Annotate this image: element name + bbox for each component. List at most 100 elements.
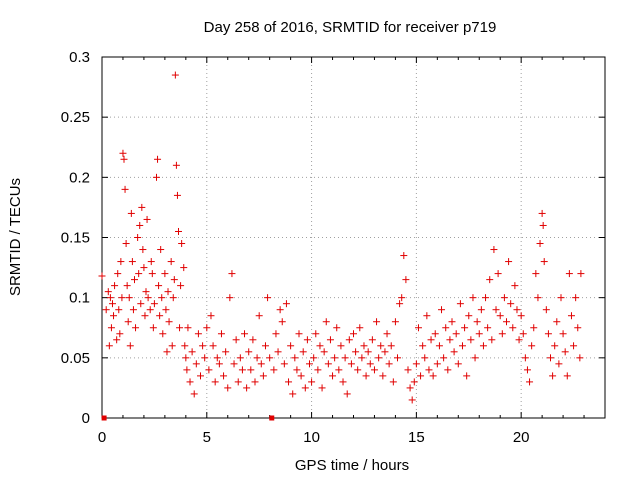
data-point xyxy=(381,348,389,356)
x-tick-label: 0 xyxy=(98,429,106,446)
data-point xyxy=(507,300,515,308)
data-point xyxy=(429,372,437,380)
data-point xyxy=(137,300,145,308)
data-point xyxy=(477,306,485,314)
data-point xyxy=(373,318,381,326)
data-point xyxy=(339,378,347,386)
data-point xyxy=(146,306,154,314)
data-point xyxy=(255,312,263,320)
data-point xyxy=(278,318,286,326)
data-point xyxy=(526,378,534,386)
data-point xyxy=(106,294,114,302)
data-point xyxy=(324,360,332,368)
data-point xyxy=(410,378,418,386)
data-point xyxy=(511,282,519,290)
data-point xyxy=(188,348,196,356)
data-point xyxy=(417,372,425,380)
data-point xyxy=(299,348,307,356)
data-point xyxy=(438,306,446,314)
data-point xyxy=(211,378,219,386)
data-point xyxy=(172,161,180,169)
data-point xyxy=(285,378,293,386)
data-point xyxy=(406,384,414,392)
data-point xyxy=(414,324,422,332)
data-point xyxy=(213,354,221,362)
data-point xyxy=(475,330,483,338)
data-point xyxy=(253,354,261,362)
data-point xyxy=(329,372,337,380)
data-point xyxy=(519,330,527,338)
data-point xyxy=(138,203,146,211)
data-point xyxy=(561,348,569,356)
data-point xyxy=(431,330,439,338)
data-point xyxy=(119,149,127,157)
data-point xyxy=(163,348,171,356)
data-point xyxy=(126,342,134,350)
data-point xyxy=(178,240,186,248)
data-point xyxy=(203,324,211,332)
data-point xyxy=(257,360,265,368)
data-point xyxy=(308,378,316,386)
data-point xyxy=(316,342,324,350)
data-point xyxy=(251,378,259,386)
data-point xyxy=(154,155,162,163)
data-point xyxy=(448,318,456,326)
data-point xyxy=(102,306,110,314)
data-point xyxy=(444,366,452,374)
data-point xyxy=(111,282,119,290)
data-point xyxy=(282,300,290,308)
data-point xyxy=(197,372,205,380)
data-point xyxy=(194,330,202,338)
data-point xyxy=(352,348,360,356)
data-point xyxy=(114,270,122,278)
data-point xyxy=(156,312,164,320)
data-point xyxy=(377,342,385,350)
data-point xyxy=(479,342,487,350)
data-point xyxy=(241,330,249,338)
data-point xyxy=(385,360,393,368)
data-point xyxy=(368,336,376,344)
data-point xyxy=(105,342,113,350)
data-point xyxy=(471,354,479,362)
data-point xyxy=(536,240,544,248)
data-point xyxy=(442,324,450,332)
x-tick-label: 20 xyxy=(513,429,530,446)
data-point xyxy=(567,312,575,320)
data-point xyxy=(425,366,433,374)
data-point xyxy=(186,378,194,386)
data-point xyxy=(473,318,481,326)
data-point xyxy=(310,354,318,362)
data-point xyxy=(486,276,494,284)
data-point xyxy=(249,336,257,344)
data-point xyxy=(247,366,255,374)
data-point xyxy=(220,372,228,380)
data-point xyxy=(379,372,387,380)
data-point xyxy=(343,390,351,398)
data-point xyxy=(113,336,121,344)
data-point xyxy=(335,366,343,374)
data-point xyxy=(358,354,366,362)
data-point xyxy=(490,246,498,254)
data-point xyxy=(356,324,364,332)
data-point xyxy=(326,336,334,344)
data-point xyxy=(517,312,525,320)
data-point xyxy=(169,294,177,302)
data-point xyxy=(435,342,443,350)
data-point xyxy=(440,354,448,362)
data-point xyxy=(148,270,156,278)
data-point xyxy=(101,415,107,421)
data-point xyxy=(404,366,412,374)
data-point xyxy=(394,354,402,362)
data-point xyxy=(572,294,580,302)
y-tick-label: 0.2 xyxy=(69,169,90,186)
data-point xyxy=(419,342,427,350)
data-point xyxy=(152,173,160,181)
data-point xyxy=(170,276,178,284)
data-point xyxy=(162,306,170,314)
data-point xyxy=(389,378,397,386)
data-point xyxy=(182,354,190,362)
axis-ticks: 0 0.05 0.1 0.15 0.2 0.25 0.3 0 5 10 15 20 xyxy=(61,49,605,446)
data-point xyxy=(320,348,328,356)
data-point xyxy=(98,272,106,280)
data-point xyxy=(513,306,521,314)
